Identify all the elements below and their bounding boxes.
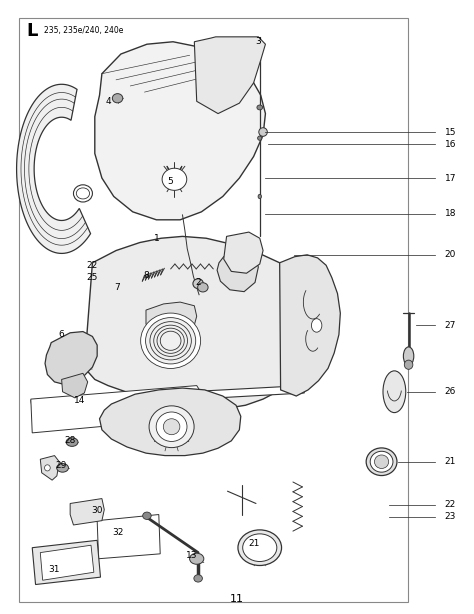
Ellipse shape xyxy=(259,128,267,136)
Polygon shape xyxy=(40,456,59,480)
Ellipse shape xyxy=(404,360,413,369)
Text: 1: 1 xyxy=(154,234,159,243)
Ellipse shape xyxy=(257,105,263,110)
Text: 21: 21 xyxy=(445,457,456,466)
Polygon shape xyxy=(146,302,197,333)
Ellipse shape xyxy=(163,419,180,435)
Text: 13: 13 xyxy=(186,551,198,560)
Polygon shape xyxy=(100,388,241,456)
Text: 30: 30 xyxy=(91,507,103,515)
Ellipse shape xyxy=(243,534,277,561)
Ellipse shape xyxy=(141,313,201,368)
Ellipse shape xyxy=(112,93,123,103)
Polygon shape xyxy=(31,386,304,408)
Ellipse shape xyxy=(238,530,282,565)
Polygon shape xyxy=(280,255,340,396)
Ellipse shape xyxy=(370,451,393,472)
Polygon shape xyxy=(62,373,88,398)
Text: 22: 22 xyxy=(445,500,456,509)
Text: 17: 17 xyxy=(445,174,456,182)
Ellipse shape xyxy=(143,512,151,519)
Polygon shape xyxy=(45,332,97,386)
Ellipse shape xyxy=(193,279,203,289)
Text: 23: 23 xyxy=(445,513,456,521)
Ellipse shape xyxy=(403,347,414,365)
Polygon shape xyxy=(224,232,263,273)
Polygon shape xyxy=(40,545,94,580)
Text: 16: 16 xyxy=(445,140,456,149)
Ellipse shape xyxy=(383,371,406,413)
Polygon shape xyxy=(17,84,91,254)
Polygon shape xyxy=(84,236,322,410)
Ellipse shape xyxy=(311,319,322,332)
Text: 11: 11 xyxy=(230,594,244,604)
Ellipse shape xyxy=(374,455,389,468)
Polygon shape xyxy=(32,540,100,585)
Text: 22: 22 xyxy=(87,261,98,270)
Polygon shape xyxy=(97,515,160,559)
Text: 26: 26 xyxy=(445,387,456,396)
Text: 7: 7 xyxy=(115,283,120,292)
Ellipse shape xyxy=(156,412,187,441)
Text: 4: 4 xyxy=(105,97,111,106)
Text: 5: 5 xyxy=(167,177,173,185)
Text: 2: 2 xyxy=(195,278,201,287)
Ellipse shape xyxy=(150,322,191,360)
Text: 25: 25 xyxy=(87,273,98,282)
Text: 21: 21 xyxy=(248,539,259,548)
Ellipse shape xyxy=(146,317,196,364)
Text: 29: 29 xyxy=(55,461,66,470)
Ellipse shape xyxy=(366,448,397,475)
Text: 8: 8 xyxy=(143,271,149,279)
Ellipse shape xyxy=(76,188,90,199)
Ellipse shape xyxy=(190,553,204,564)
Ellipse shape xyxy=(198,282,208,292)
Polygon shape xyxy=(194,37,265,114)
Bar xyxy=(19,18,408,602)
Text: 15: 15 xyxy=(445,128,456,136)
Ellipse shape xyxy=(57,464,68,472)
Text: 28: 28 xyxy=(64,437,76,445)
Ellipse shape xyxy=(160,331,181,351)
Text: 6: 6 xyxy=(59,330,64,339)
Ellipse shape xyxy=(149,406,194,448)
Polygon shape xyxy=(95,42,265,220)
Text: 14: 14 xyxy=(74,396,85,405)
Polygon shape xyxy=(217,251,258,292)
Text: L: L xyxy=(26,21,37,40)
Polygon shape xyxy=(70,499,104,525)
Ellipse shape xyxy=(257,136,262,140)
Ellipse shape xyxy=(45,465,50,471)
Polygon shape xyxy=(31,386,203,433)
Text: 3: 3 xyxy=(255,37,261,46)
Ellipse shape xyxy=(194,575,202,582)
Text: 18: 18 xyxy=(445,209,456,218)
Ellipse shape xyxy=(66,438,78,446)
Ellipse shape xyxy=(73,185,92,202)
Ellipse shape xyxy=(162,168,187,190)
Ellipse shape xyxy=(157,328,184,354)
Text: 31: 31 xyxy=(49,565,60,574)
Text: 235, 235e/240, 240e: 235, 235e/240, 240e xyxy=(44,26,123,35)
Text: 32: 32 xyxy=(112,529,123,537)
Ellipse shape xyxy=(154,325,188,356)
Ellipse shape xyxy=(258,194,261,199)
Text: 20: 20 xyxy=(445,251,456,259)
Text: 27: 27 xyxy=(445,321,456,330)
